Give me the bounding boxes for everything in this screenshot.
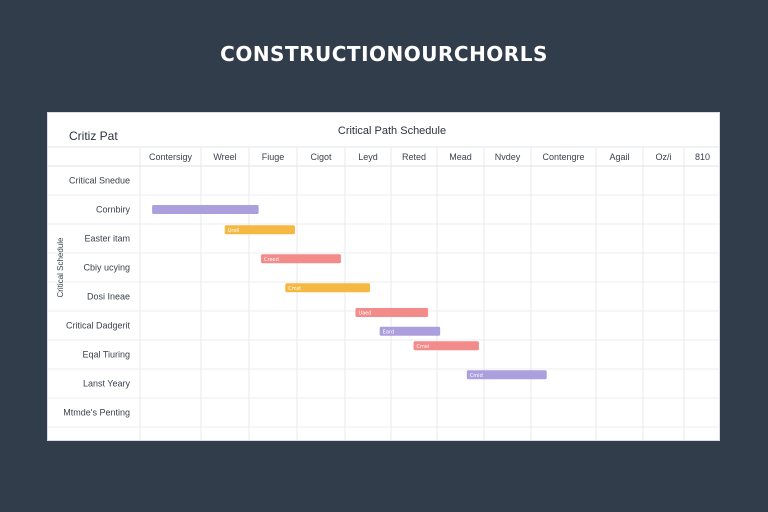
gantt-bar-label: Cmid — [470, 373, 483, 379]
column-label: Reted — [402, 152, 426, 162]
y-axis-label: Critical Schedule — [56, 237, 65, 298]
row-label: Critical Snedue — [69, 176, 130, 186]
gantt-bar — [379, 326, 441, 336]
corner-label: Critiz Pat — [69, 129, 118, 143]
column-label: Contersigy — [149, 152, 193, 162]
row-label: Cornbiry — [96, 205, 131, 215]
row-label: Dosi Ineae — [87, 292, 130, 302]
chart-title: Critical Path Schedule — [338, 125, 446, 137]
row-label: Easter itam — [84, 234, 130, 244]
gantt-bar — [152, 205, 259, 214]
column-label: Oz/i — [655, 152, 671, 162]
column-label: Wreel — [213, 152, 236, 162]
gantt-bar — [261, 254, 341, 264]
gantt-bar — [285, 283, 370, 293]
row-label: Mtmde's Penting — [63, 408, 130, 418]
gantt-bar — [413, 341, 479, 351]
gantt-chart-card: Critiz Pat Critical Path Schedule Contersi… — [47, 112, 720, 441]
column-label: Leyd — [358, 152, 378, 162]
gantt-bar-label: Cmst — [288, 286, 301, 292]
row-label: Critical Dadgerit — [66, 321, 131, 331]
gantt-chart: Critiz Pat Critical Path Schedule Contersi… — [48, 125, 719, 440]
column-label: Contengre — [542, 152, 584, 162]
gantt-bar-label: Cmei — [417, 344, 430, 350]
column-label: Agail — [609, 152, 629, 162]
column-label: Mead — [449, 152, 472, 162]
gantt-bar-label: Uaed — [358, 310, 371, 316]
gantt-bar-label: Uroll — [228, 228, 239, 234]
gantt-bar-label: Eard — [383, 329, 394, 335]
row-label: Eqal Tiuring — [82, 350, 130, 360]
column-label: Cigot — [310, 152, 332, 162]
row-label: Lanst Yeary — [83, 379, 131, 389]
gantt-bar — [224, 225, 295, 235]
page-title: CONSTRUCTIONOURCHORLS — [220, 42, 548, 66]
column-label: Nvdey — [495, 152, 521, 162]
row-label: Cbiy ucying — [83, 263, 130, 273]
gantt-bar-label: Creed — [264, 257, 279, 263]
column-label: 810 — [695, 152, 710, 162]
gantt-bar — [466, 370, 547, 380]
gantt-bar — [355, 307, 429, 317]
column-label: Fiuge — [262, 152, 285, 162]
